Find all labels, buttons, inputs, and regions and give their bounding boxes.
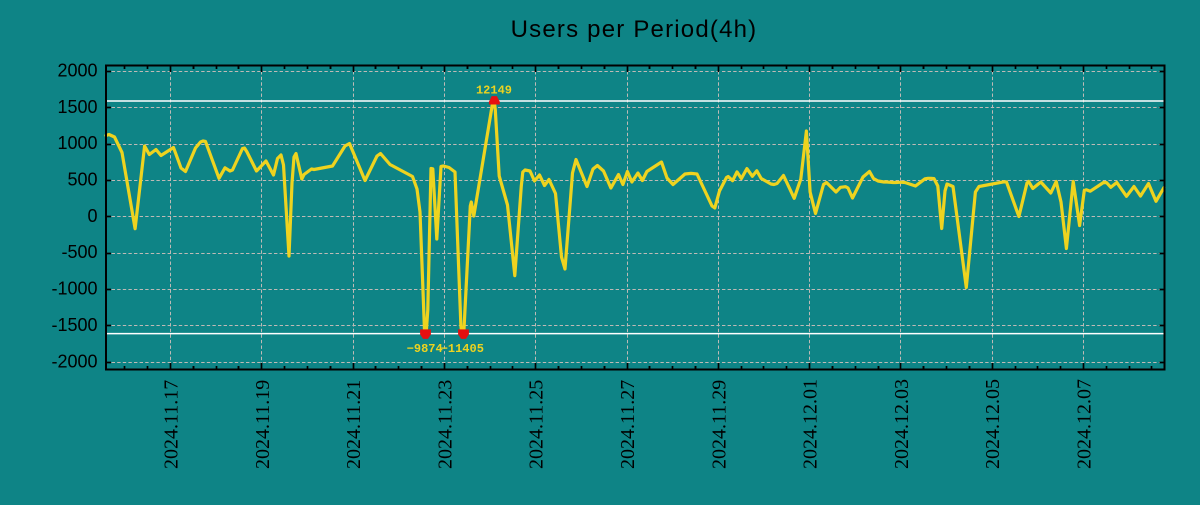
svg-text:2024.11.23: 2024.11.23	[434, 380, 456, 469]
svg-text:-1500: -1500	[51, 315, 97, 335]
svg-text:500: 500	[67, 170, 97, 190]
svg-text:2024.12.07: 2024.12.07	[1074, 379, 1096, 469]
svg-text:2024.11.21: 2024.11.21	[343, 380, 365, 469]
svg-text:1000: 1000	[57, 133, 97, 153]
svg-text:1500: 1500	[57, 97, 97, 117]
svg-text:2024.12.05: 2024.12.05	[982, 379, 1004, 469]
svg-text:2024.11.19: 2024.11.19	[252, 380, 274, 469]
svg-text:2024.11.17: 2024.11.17	[161, 380, 183, 469]
svg-text:2024.12.03: 2024.12.03	[891, 379, 913, 469]
svg-text:0: 0	[87, 206, 97, 226]
svg-text:2024.11.29: 2024.11.29	[708, 380, 730, 469]
svg-text:12149: 12149	[476, 84, 512, 98]
svg-text:-500: -500	[61, 242, 97, 262]
svg-text:-1000: -1000	[51, 279, 97, 299]
svg-text:2024.11.27: 2024.11.27	[617, 380, 639, 469]
svg-text:2024.11.25: 2024.11.25	[526, 380, 548, 469]
svg-text:2000: 2000	[57, 61, 97, 81]
svg-text:−11405: −11405	[441, 342, 484, 356]
svg-text:-2000: -2000	[51, 351, 97, 371]
svg-text:2024.12.01: 2024.12.01	[800, 379, 822, 469]
svg-text:Users per Period(4h): Users per Period(4h)	[511, 16, 758, 43]
svg-text:−9874: −9874	[407, 342, 443, 356]
